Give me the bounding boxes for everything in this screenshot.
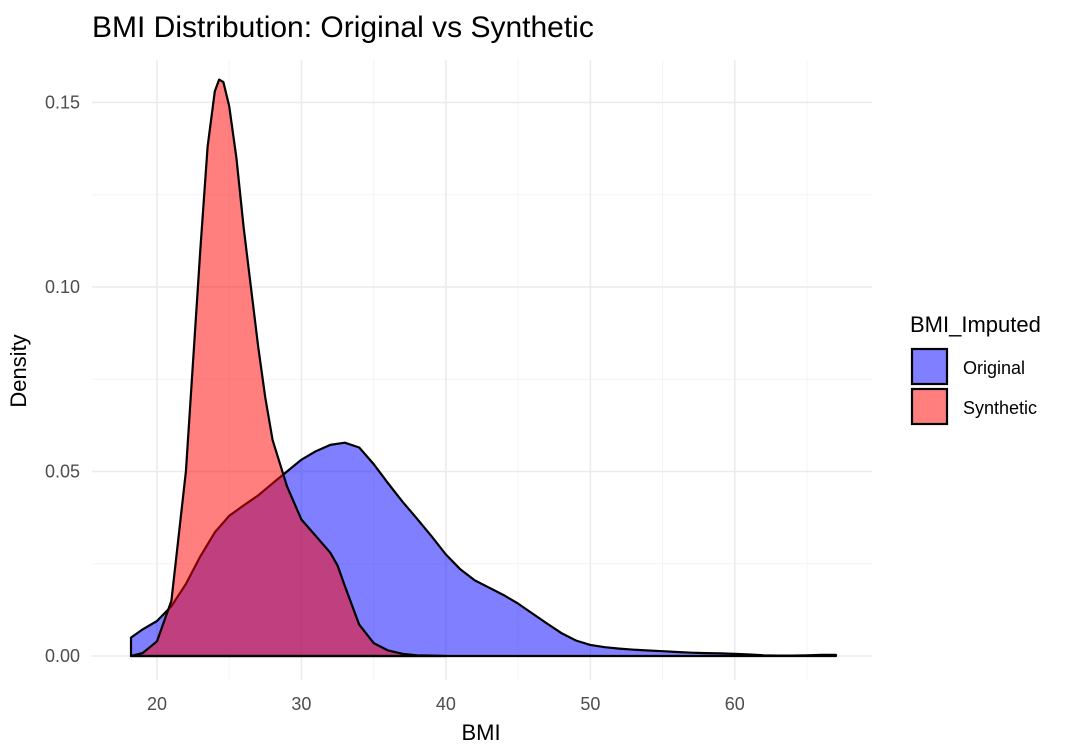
x-tick-label: 30 xyxy=(291,694,311,714)
legend-item-synthetic: Synthetic xyxy=(910,387,1037,426)
x-axis-tick-labels: 20 30 40 50 60 xyxy=(147,694,745,714)
legend-label-original: Original xyxy=(963,358,1025,378)
chart-title: BMI Distribution: Original vs Synthetic xyxy=(92,11,594,44)
x-tick-label: 50 xyxy=(580,694,600,714)
x-tick-label: 40 xyxy=(436,694,456,714)
x-tick-label: 20 xyxy=(147,694,167,714)
density-areas xyxy=(129,78,837,658)
legend-swatch-synthetic xyxy=(910,387,949,426)
y-axis-tick-labels: 0.00 0.05 0.10 0.15 xyxy=(45,92,80,666)
y-tick-label: 0.15 xyxy=(45,92,80,112)
y-tick-label: 0.05 xyxy=(45,461,80,481)
legend-title: BMI_Imputed xyxy=(910,312,1041,337)
y-axis-title: Density xyxy=(6,334,31,407)
plot-panel xyxy=(92,60,872,680)
legend-swatch-original xyxy=(910,347,949,386)
legend-label-synthetic: Synthetic xyxy=(963,398,1037,418)
y-tick-label: 0.00 xyxy=(45,646,80,666)
y-tick-label: 0.10 xyxy=(45,277,80,297)
legend-item-original: Original xyxy=(910,347,1025,386)
x-axis-title: BMI xyxy=(461,720,500,745)
density-area-synthetic xyxy=(129,78,447,658)
legend: BMI_Imputed Original Synthetic xyxy=(910,312,1041,426)
x-tick-label: 60 xyxy=(725,694,745,714)
legend-items: Original Synthetic xyxy=(910,347,1037,426)
